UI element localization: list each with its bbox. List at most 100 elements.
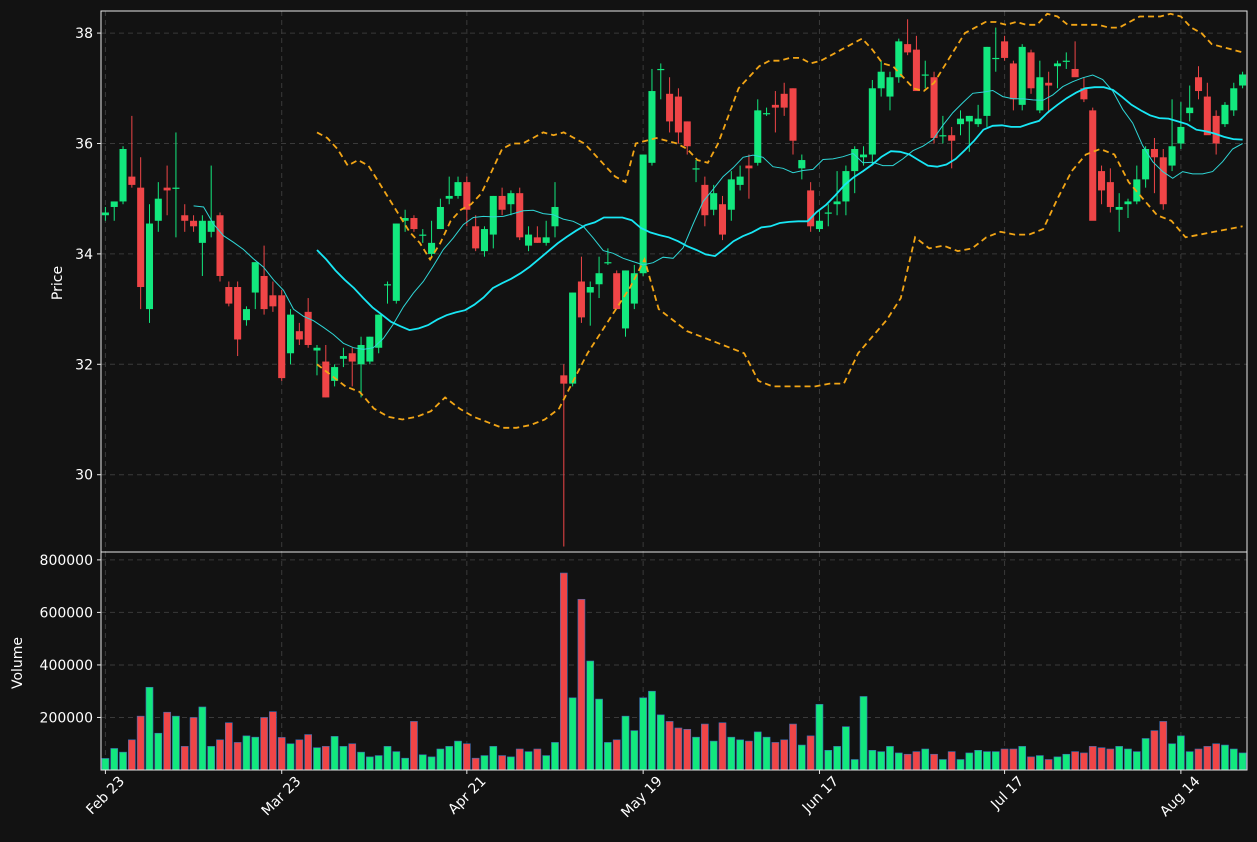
volume-bar [321,746,330,771]
volume-bar [154,732,163,771]
volume-bar [983,751,991,771]
volume-bar [198,706,207,771]
volume-bar [286,743,295,771]
candle-body [648,91,656,163]
candle-body [242,309,250,321]
candle-body [657,68,665,71]
volume-bar [630,730,639,771]
candle-body [357,344,365,365]
volume-bar [648,690,656,771]
candle-body [269,295,277,307]
volume-bar [639,697,647,771]
volume-bars [101,572,1247,771]
candle-body [489,195,497,235]
volume-bar [1115,746,1124,771]
volume-bar [172,715,180,771]
volume-bar [1238,752,1247,771]
candle-body [1089,110,1097,221]
candle-body [621,270,630,329]
candle-body [137,187,145,288]
bollinger-upper-line [316,12,1243,262]
price-tick-label: 32 [75,357,93,373]
candle-body [595,273,603,285]
candle-body [101,212,109,216]
candle-body [1018,46,1026,105]
volume-bar [850,759,859,771]
volume-bar [1203,746,1212,771]
candle-body [895,41,903,78]
candle-body [331,367,339,381]
candle-body [1230,88,1238,111]
volume-bar [604,742,612,771]
candle-body [1027,52,1035,89]
volume-bar [1088,746,1097,771]
volume-bar [1018,746,1027,771]
volume-bar [1212,743,1220,771]
candle-body [498,195,506,210]
volume-bar [894,752,903,771]
candle-body [586,287,594,293]
volume-axis-label: Volume [10,637,26,689]
candle-body [754,110,762,163]
candle-body [1194,77,1203,92]
candle-body [436,206,444,230]
volume-bar [392,751,401,771]
candle-body [983,46,991,116]
volume-bar [463,743,471,771]
candle-body [569,292,577,384]
volume-tick-label: 800000 [40,553,93,569]
candle-body [798,160,806,169]
candle-body [886,77,894,97]
volume-bar [753,731,762,771]
volume-bar [595,698,603,771]
volume-bar [383,746,392,771]
volume-bar [1071,751,1079,771]
volume-bar [797,744,806,771]
candle-body [128,176,136,185]
volume-bar [974,750,982,771]
candle-body [921,74,929,76]
volume-bar [1229,748,1238,771]
volume-bar [833,746,841,771]
candle-body [948,135,956,141]
volume-bar [568,697,577,771]
volume-bar [683,728,692,771]
candle-body [1150,149,1158,158]
volume-bar [665,721,674,771]
volume-bar [366,756,374,771]
volume-bar [956,759,965,771]
candle-body [1053,63,1061,67]
candle-body [1221,104,1229,125]
volume-bar [551,742,559,771]
volume-bar [233,742,242,771]
volume-bar [348,743,357,771]
volume-bar [1036,755,1044,771]
candle-body [207,220,215,232]
volume-bar [1062,753,1071,771]
candle-body [190,220,198,227]
price-tick-label: 38 [75,26,93,42]
candle-body [930,77,938,138]
volume-bar [1000,748,1009,771]
volume-bar [145,686,154,771]
volume-bar [939,759,947,771]
candle-body [1001,41,1009,58]
volume-bar [559,572,568,771]
candle-body [410,218,418,230]
candle-body [198,220,206,243]
candle-body [630,273,638,304]
candle-body [1239,74,1247,86]
indicator-lines [193,12,1243,429]
volume-bar [656,714,665,771]
candle-body [1062,60,1070,62]
volume-bar [401,757,409,771]
candle-body [868,88,876,155]
volume-bar [339,746,348,771]
volume-bar [745,740,753,771]
candle-body [287,314,295,354]
volume-bar [1141,738,1150,771]
candle-body [683,121,691,147]
candle-body [507,193,515,205]
candle-body [736,176,744,185]
